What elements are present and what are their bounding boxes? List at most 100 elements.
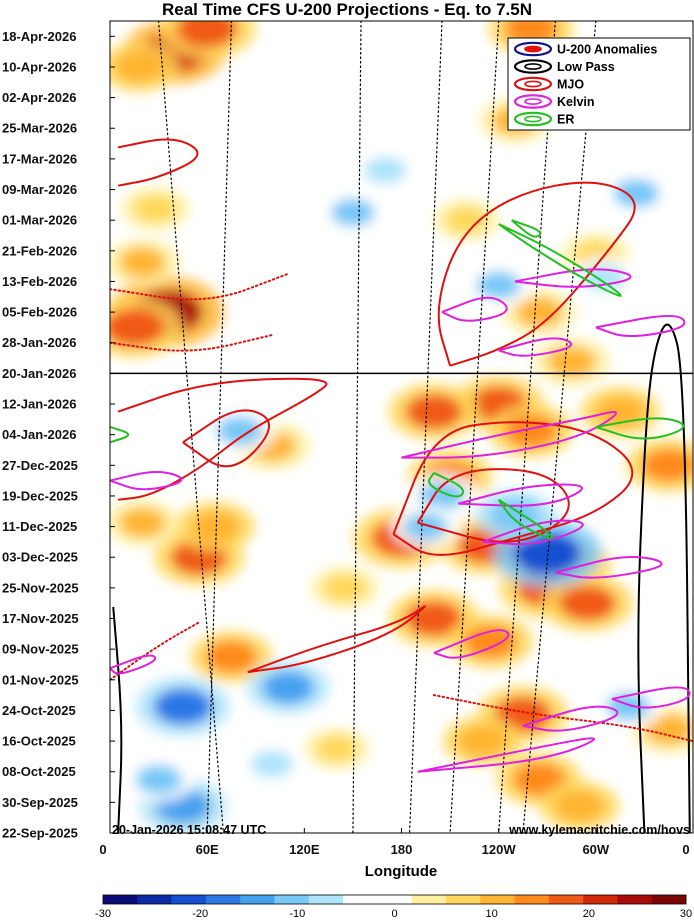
legend-label: Kelvin: [557, 95, 595, 109]
low-pass-dotted-line: [498, 21, 556, 833]
mjo-contour: [117, 138, 199, 187]
kelvin-contour: [110, 654, 157, 675]
y-tick-label: 16-Oct-2025: [2, 734, 76, 749]
mjo-contour: [110, 272, 290, 301]
y-tick-label: 20-Jan-2026: [2, 366, 76, 381]
y-tick-label: 25-Mar-2026: [2, 121, 77, 136]
anomaly-core: [516, 297, 563, 327]
y-tick-label: 09-Mar-2026: [2, 182, 77, 197]
x-axis-ticks: 0 60E 120E 180 120W 60W 0: [99, 828, 694, 857]
colorbar-segment: [617, 895, 653, 904]
chart-title: Real Time CFS U-200 Projections - Eq. to…: [162, 0, 532, 19]
x-tick-label: 60W: [582, 842, 609, 857]
y-tick-label: 01-Nov-2025: [2, 672, 79, 687]
y-tick-label: 05-Feb-2026: [2, 305, 77, 320]
er-contour: [110, 426, 130, 444]
anomaly-core: [316, 735, 358, 762]
legend-label: Low Pass: [557, 60, 615, 74]
y-tick-label: 04-Jan-2026: [2, 427, 76, 442]
y-tick-label: 18-Apr-2026: [2, 29, 76, 44]
colorbar-segment: [205, 895, 241, 904]
legend-box: [507, 37, 691, 131]
mjo-contour: [392, 421, 634, 556]
colorbar-frame: [102, 894, 687, 905]
y-tick-label: 24-Oct-2025: [2, 703, 76, 718]
colorbar-segment: [308, 895, 344, 904]
anomaly-core: [364, 156, 407, 184]
colorbar: -30 -20 -10 0 10 20 30: [95, 894, 692, 920]
er-contour: [428, 472, 464, 498]
colorbar-tick-label: -30: [95, 908, 111, 920]
colorbar-tick-label: 10: [486, 908, 498, 920]
mjo-contour: [182, 409, 270, 468]
y-tick-label: 30-Sep-2025: [2, 795, 78, 810]
colorbar-segment: [171, 895, 207, 904]
legend-swatch-outer: [513, 76, 553, 92]
colorbar-tick-label: -20: [192, 908, 208, 920]
anomaly-core: [403, 512, 448, 541]
legend-swatch-inner: [524, 45, 542, 53]
anomaly-core: [644, 714, 693, 745]
anomaly-core: [216, 416, 263, 446]
kelvin-contour: [110, 471, 183, 491]
er-contour: [498, 223, 622, 297]
mjo-contour: [247, 605, 426, 674]
anomaly-core: [330, 198, 376, 227]
kelvin-contours: [110, 268, 691, 773]
colorbar-tick-label: 0: [391, 908, 397, 920]
y-tick-label: 09-Nov-2025: [2, 642, 79, 657]
y-tick-label: 11-Dec-2025: [2, 519, 77, 534]
legend-swatch-outer: [513, 59, 553, 74]
er-contours: [110, 219, 685, 540]
anomaly-core: [134, 195, 177, 223]
low-pass-dotted-line: [157, 21, 224, 833]
y-tick-label: 10-Apr-2026: [2, 59, 76, 74]
colorbar-tick-label: -10: [289, 908, 305, 920]
er-contour: [510, 219, 542, 238]
mjo-contour: [110, 621, 201, 681]
y-tick-label: 17-Nov-2025: [2, 611, 79, 626]
anomaly-core: [119, 247, 166, 277]
low-pass-dotted-line: [449, 21, 500, 833]
er-contour: [595, 417, 685, 440]
anomaly-core: [554, 790, 605, 822]
anomaly-core: [613, 178, 660, 208]
colorbar-segment: [240, 895, 275, 904]
anomaly-core: [110, 308, 165, 347]
low-pass-dotted-line: [206, 21, 233, 833]
er-contour: [497, 498, 553, 540]
legend-swatch-outer: [513, 111, 553, 127]
colorbar-segment: [480, 895, 515, 904]
legend-label: U-200 Anomalies: [557, 43, 657, 57]
plot-area: [110, 21, 693, 833]
source-url: www.kylemacritchie.com/hovs: [508, 823, 690, 837]
legend-label: ER: [557, 113, 574, 127]
anomaly-core: [114, 51, 164, 83]
anomaly-core: [153, 688, 213, 725]
low-pass-contour: [112, 606, 123, 833]
legend-swatch-inner: [524, 80, 542, 88]
low-pass-dotted-line: [408, 21, 443, 833]
low-pass-dotted-line: [352, 21, 362, 833]
kelvin-contour: [401, 411, 618, 459]
kelvin-contour: [498, 337, 573, 357]
kelvin-contour: [441, 296, 508, 322]
anomaly-core: [559, 585, 617, 621]
colorbar-segment: [103, 895, 138, 904]
colorbar-segment: [548, 895, 584, 904]
anomaly-core: [457, 725, 508, 757]
colorbar-tick-label: 20: [583, 908, 595, 920]
colorbar-segment: [514, 895, 550, 904]
y-axis-ticks: 18-Apr-2026 10-Apr-2026 02-Apr-2026 25-Mar-…: [2, 29, 115, 841]
mjo-contour: [416, 468, 570, 543]
y-tick-label: 19-Dec-2025: [2, 488, 78, 503]
x-tick-label: 60E: [196, 842, 219, 857]
x-tick-label: 180: [391, 842, 413, 857]
anomaly-core: [205, 640, 258, 673]
x-tick-label: 120E: [289, 842, 320, 857]
anomaly-core: [176, 21, 238, 48]
y-tick-label: 12-Jan-2026: [2, 397, 76, 412]
anomaly-core: [135, 764, 182, 794]
legend-swatch-inner: [524, 63, 542, 70]
